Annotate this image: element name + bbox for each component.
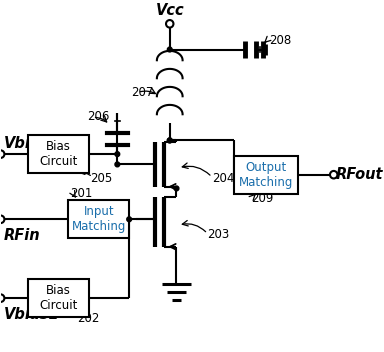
Text: Vcc: Vcc [156,2,184,18]
Circle shape [115,162,120,167]
Circle shape [0,150,4,158]
Text: 201: 201 [70,187,93,200]
Text: Vbias1: Vbias1 [4,307,60,322]
Text: 202: 202 [77,312,99,325]
Text: RFout: RFout [335,167,383,182]
Circle shape [167,138,172,143]
Text: 204: 204 [212,172,234,185]
Circle shape [167,138,172,143]
Text: 207: 207 [131,86,153,99]
Circle shape [127,217,132,222]
Circle shape [115,152,120,157]
Circle shape [0,215,4,223]
Text: 209: 209 [251,192,273,205]
Text: 208: 208 [270,34,292,48]
Circle shape [0,294,4,302]
Text: Vbias2: Vbias2 [4,136,60,151]
FancyBboxPatch shape [28,135,89,173]
Circle shape [174,186,179,191]
FancyBboxPatch shape [234,156,298,194]
Text: Bias
Circuit: Bias Circuit [39,284,77,312]
Text: RFin: RFin [4,228,41,243]
Text: 205: 205 [90,172,113,185]
Text: Output
Matching: Output Matching [239,161,293,189]
Text: Input
Matching: Input Matching [71,205,126,233]
Text: 203: 203 [207,228,229,241]
Text: 206: 206 [87,110,109,123]
Circle shape [167,47,172,52]
FancyBboxPatch shape [28,279,89,317]
Circle shape [166,20,174,27]
FancyBboxPatch shape [68,200,129,238]
Circle shape [330,171,338,178]
Text: Bias
Circuit: Bias Circuit [39,140,77,168]
